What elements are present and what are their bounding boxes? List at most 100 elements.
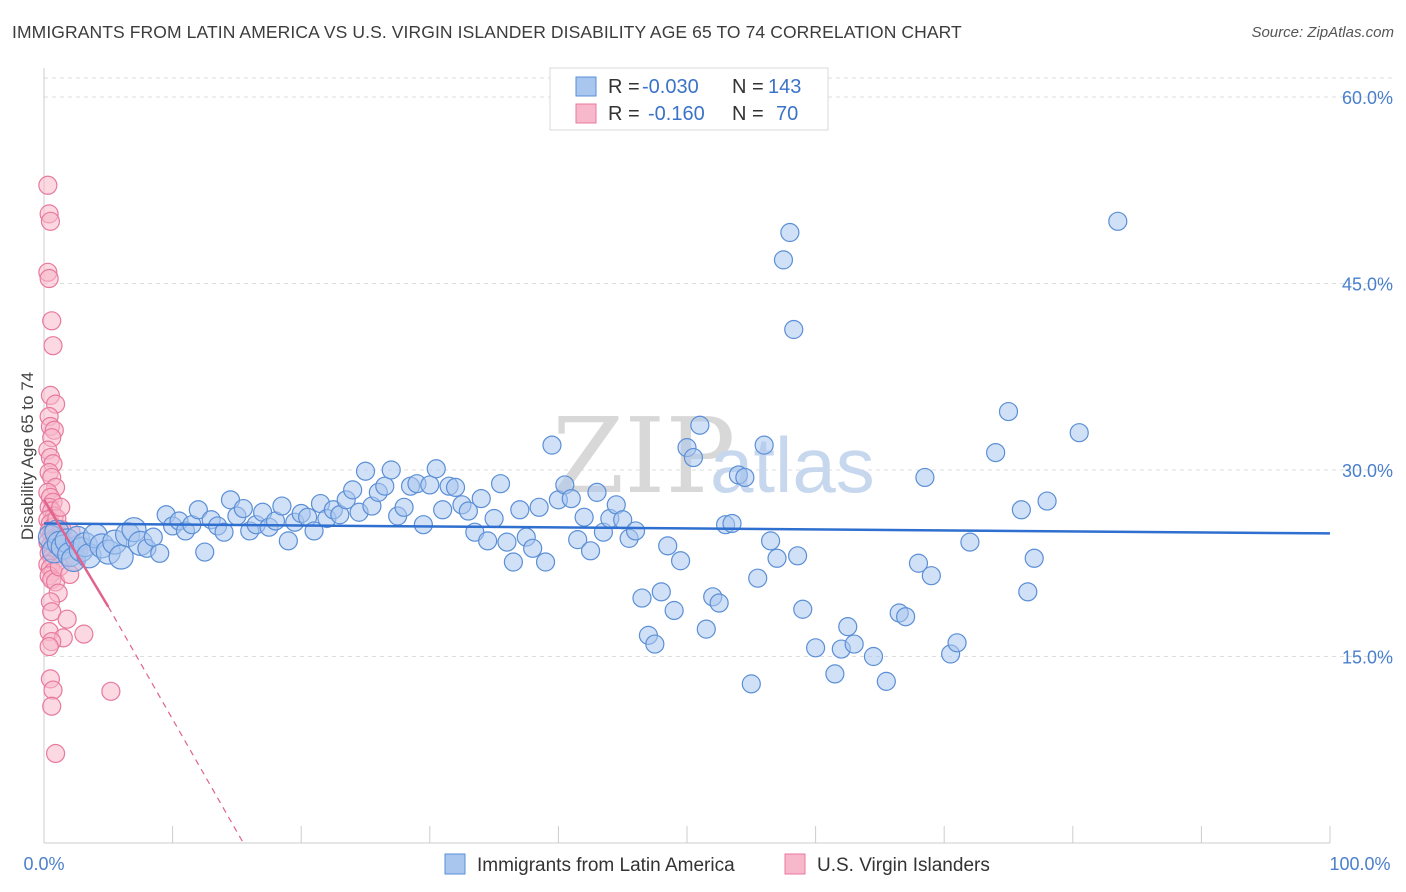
blue-point-80 [523,538,543,558]
y-tick-labels: 15.0% 30.0% 45.0% 60.0% [1342,88,1393,668]
blue-point-143 [1024,548,1044,568]
blue-point-115 [748,568,768,588]
chart-source: Source: ZipAtlas.com [1251,24,1394,41]
watermark: ZIP atlas [552,395,875,517]
blue-point-105 [683,447,704,468]
pink-point-63 [42,696,62,716]
blue-point-144 [1037,491,1057,511]
y-tick-label-45: 45.0% [1342,275,1393,295]
blue-point-124 [805,638,826,658]
blue-point-113 [735,467,755,488]
legend-n-label-2: N = [732,103,764,125]
y-tick-label-15: 15.0% [1342,648,1393,668]
trend-line-immigrants [43,522,1331,535]
blue-point-130 [876,671,896,691]
pink-point-49 [51,497,71,517]
pink-point-61 [43,680,63,700]
trend-line-virgin-islanders-extension [107,606,244,844]
blue-point-88 [574,507,594,527]
pink-point-58 [39,636,59,657]
blue-point-64 [420,475,440,495]
blue-point-58 [381,460,401,480]
blue-point-76 [497,532,517,552]
legend-r-label-2: R = [608,103,640,125]
series-us-virgin-islanders [38,175,121,764]
blue-point-133 [908,553,929,573]
blue-point-122 [787,546,808,566]
trend-lines [42,499,1331,844]
blue-point-116 [754,435,774,455]
blue-point-70 [458,501,478,521]
blue-point-109 [709,593,729,613]
blue-point-141 [1011,500,1031,520]
x-tick-marks [172,826,1331,843]
legend-n-value-2: 70 [776,103,798,125]
pink-point-5 [42,311,62,331]
blue-point-57 [375,476,395,496]
blue-point-73 [478,531,498,551]
watermark-zip: ZIP [552,395,735,517]
blue-point-74 [484,508,504,529]
blue-point-125 [825,664,845,684]
pink-point-0 [38,175,58,195]
blue-point-28 [188,500,208,520]
blue-point-29 [195,542,215,562]
blue-point-77 [503,552,523,572]
blue-point-135 [921,566,941,586]
blue-point-90 [587,482,607,502]
bottom-legend-label-1: Immigrants from Latin America [477,855,735,876]
blue-point-63 [413,515,433,535]
blue-point-145 [1069,423,1089,443]
blue-point-75 [490,474,511,494]
blue-point-129 [863,646,884,667]
blue-point-117 [760,531,781,551]
blue-point-114 [741,674,761,694]
bottom-legend: Immigrants from Latin America U.S. Virgi… [444,853,990,876]
pink-point-59 [74,624,94,644]
legend-swatch-blue [575,76,597,97]
blue-point-138 [960,532,980,552]
y-tick-label-60: 60.0% [1342,88,1393,108]
legend-r-value-1: -0.030 [642,76,699,98]
blue-point-118 [767,548,787,568]
blue-point-83 [542,435,562,455]
blue-point-82 [535,552,556,572]
blue-point-52 [343,480,363,500]
blue-point-42 [278,531,298,551]
series-immigrants-latin-america [37,211,1128,694]
blue-point-134 [915,467,935,488]
blue-point-65 [426,459,446,479]
blue-point-97 [632,588,652,608]
blue-point-119 [773,250,794,270]
legend-swatch-pink [575,103,597,124]
blue-point-72 [471,488,491,509]
pink-point-64 [45,743,66,764]
blue-point-121 [784,319,804,340]
blue-point-99 [645,634,665,654]
blue-point-78 [510,500,530,520]
pink-point-2 [40,211,61,231]
blue-point-142 [1018,582,1038,602]
blue-point-89 [580,541,601,561]
blue-point-32 [214,522,234,542]
blue-point-101 [658,536,678,556]
blue-point-81 [529,497,549,517]
pink-point-62 [101,681,121,701]
blue-point-106 [690,415,710,435]
legend-box: R = -0.030 N = 143 R = -0.160 N = 70 [549,67,829,131]
blue-point-87 [568,530,588,550]
blue-point-35 [233,498,253,519]
legend-n-value-1: 143 [768,76,801,98]
blue-point-41 [272,496,292,516]
x-tick-label-min: 0.0% [23,854,64,874]
blue-point-103 [670,551,691,571]
bottom-legend-label-2: U.S. Virgin Islanders [817,855,990,876]
blue-point-22 [150,543,170,563]
blue-point-54 [355,461,376,481]
blue-point-107 [696,619,716,639]
blue-point-132 [896,607,916,627]
watermark-atlas: atlas [710,421,875,509]
blue-point-137 [947,633,967,653]
blue-point-100 [651,582,671,602]
y-axis-label: Disability Age 65 to 74 [18,372,37,540]
